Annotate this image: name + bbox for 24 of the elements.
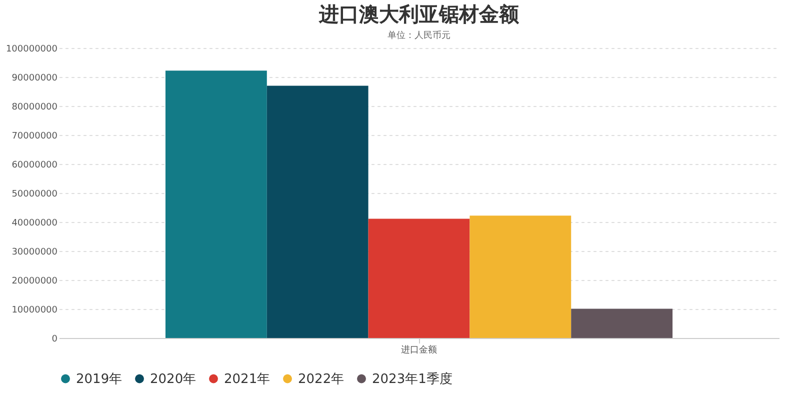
- y-tick-label: 90000000: [12, 74, 58, 84]
- bar: [470, 216, 572, 338]
- y-tick-label: 20000000: [12, 276, 58, 286]
- y-tick-label: 50000000: [12, 190, 58, 200]
- y-tick-label: 0: [52, 334, 58, 344]
- legend-label: 2021年: [224, 372, 270, 387]
- bar: [266, 86, 368, 338]
- y-tick-label: 40000000: [12, 218, 58, 228]
- y-tick-label: 80000000: [12, 102, 58, 112]
- y-tick-label: 10000000: [12, 306, 58, 316]
- y-tick-label: 30000000: [12, 248, 58, 258]
- legend-label: 2020年: [150, 372, 196, 387]
- legend-label: 2023年1季度: [372, 370, 452, 387]
- legend-label: 2022年: [298, 372, 344, 387]
- bar: [165, 70, 267, 338]
- y-tick-label: 100000000: [6, 44, 58, 54]
- chart-title: 进口澳大利亚锯材金额: [318, 2, 520, 26]
- y-tick-label: 70000000: [12, 132, 58, 142]
- y-tick-label: 60000000: [12, 160, 58, 170]
- legend-label: 2019年: [76, 372, 122, 387]
- bar: [571, 308, 673, 338]
- x-tick-label: 进口金额: [401, 344, 437, 356]
- chart-subtitle: 单位：人民币元: [388, 30, 450, 41]
- bar: [368, 218, 470, 338]
